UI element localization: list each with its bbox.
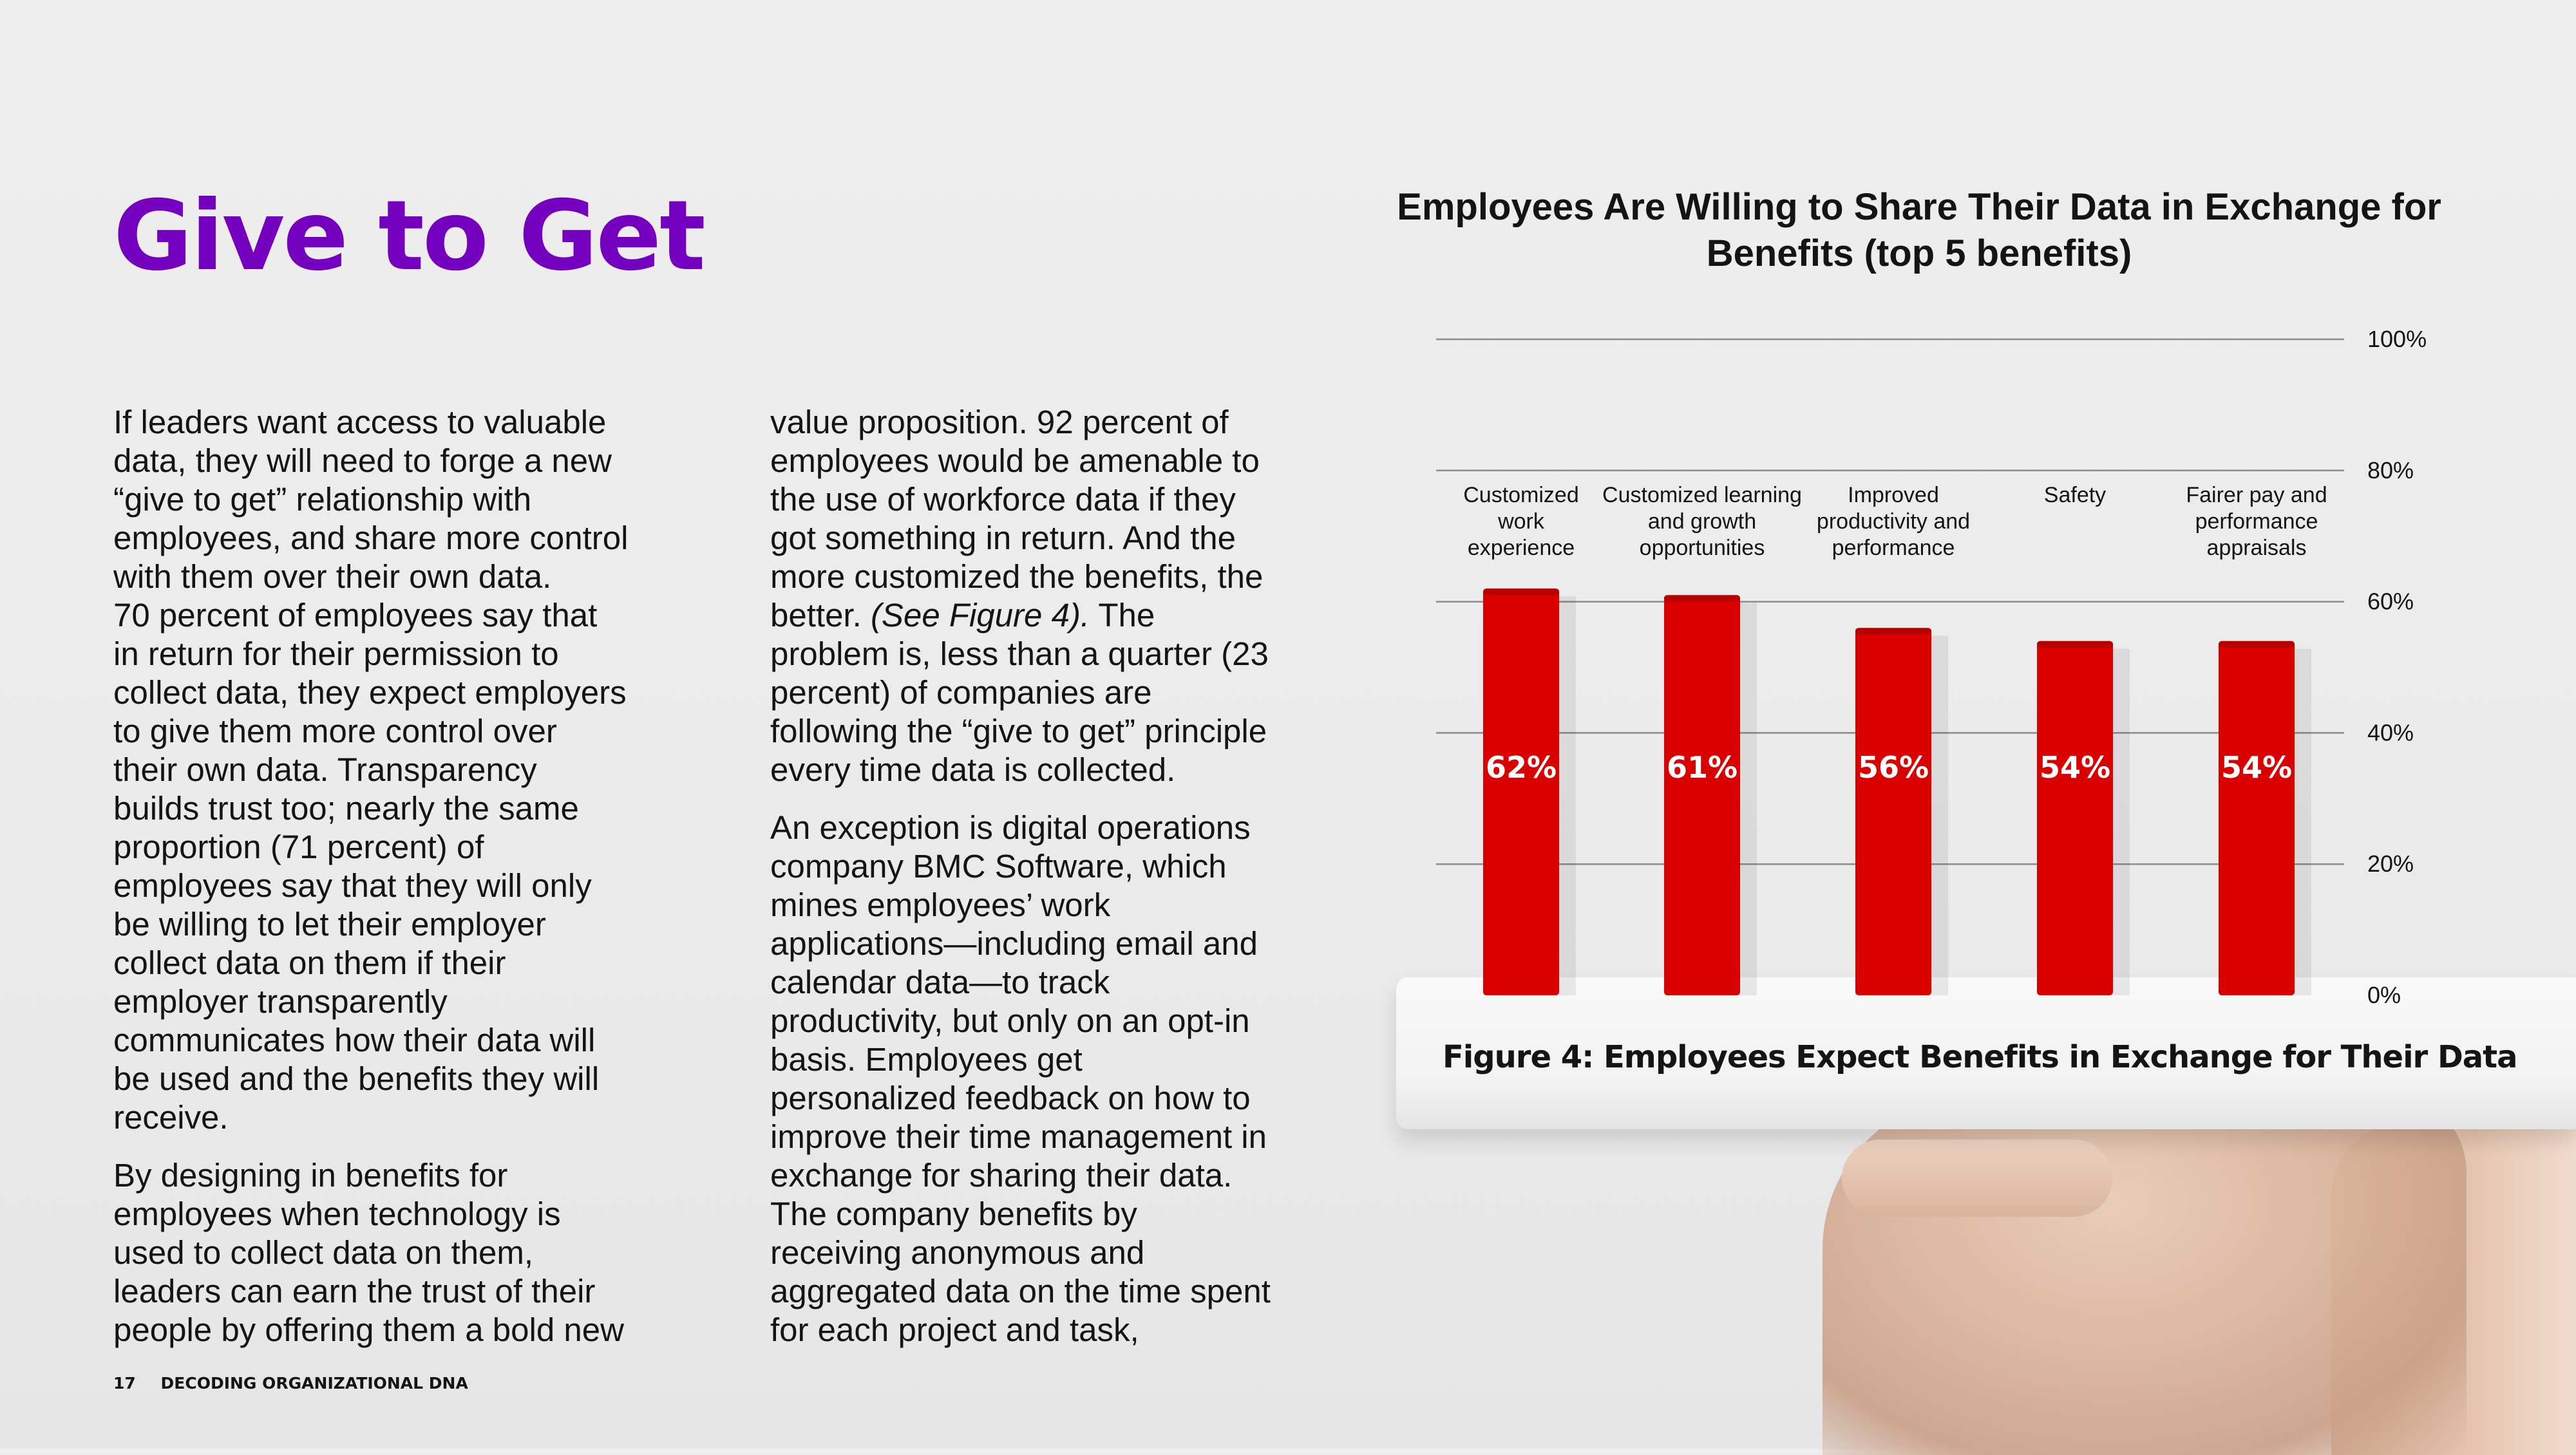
column2-paragraph-1: value proposition. 92 percent of employe… — [770, 403, 1273, 789]
bar-top-edge — [2219, 641, 2295, 648]
bar-top-edge — [2037, 641, 2113, 648]
column1-paragraph-1: If leaders want access to valuable data,… — [113, 403, 629, 1137]
bar-value-label: 54% — [2040, 750, 2110, 785]
y-tick-label: 0% — [2367, 982, 2401, 1008]
chart-title: Employees Are Willing to Share Their Dat… — [1397, 186, 2441, 274]
bar — [2037, 641, 2113, 995]
display-tray — [1396, 977, 2576, 1129]
body-column-2: value proposition. 92 percent of employe… — [770, 403, 1273, 1369]
y-tick-label: 100% — [2367, 326, 2427, 352]
bar — [1855, 628, 1931, 995]
bar — [1664, 595, 1740, 995]
category-label: Customized work experience — [1463, 483, 1579, 560]
column2-paragraph-2: An exception is digital operations compa… — [770, 809, 1271, 1348]
bar-shadow — [1559, 596, 1576, 995]
bar-shadow — [1931, 635, 1948, 995]
bar-value-label: 61% — [1667, 750, 1738, 785]
column1-paragraph-1-line-1: If leaders want access to valuable data,… — [113, 404, 629, 595]
body-column-1: If leaders want access to valuable data,… — [113, 403, 629, 1369]
bar-value-label: 54% — [2221, 750, 2292, 785]
y-tick-label: 40% — [2367, 719, 2414, 746]
page-number: 17 — [113, 1374, 136, 1393]
category-label: Safety — [2044, 483, 2106, 507]
bar-shadow — [1740, 603, 1757, 995]
column1-paragraph-1-line-2: 70 percent of employees say that in retu… — [113, 597, 627, 1136]
bar-value-label: 56% — [1858, 750, 1929, 785]
bar-top-edge — [1855, 628, 1931, 635]
bar-shadow — [2113, 648, 2130, 995]
bar-shadow — [2295, 648, 2311, 995]
category-label: Fairer pay and performance appraisals — [2186, 483, 2327, 560]
publication-title: DECODING ORGANIZATIONAL DNA — [160, 1374, 468, 1393]
figure-reference: (See Figure 4). — [870, 597, 1090, 634]
page-footer: 17 DECODING ORGANIZATIONAL DNA — [113, 1374, 468, 1393]
figure-caption: Figure 4: Employees Expect Benefits in E… — [1443, 1039, 2518, 1075]
column2-paragraph-1-text-b: The problem is, less than a quarter (23 … — [770, 597, 1269, 788]
column2-paragraph-1-text-a: value proposition. 92 percent of employe… — [770, 404, 1264, 634]
y-tick-label: 60% — [2367, 588, 2414, 615]
category-label: Improved productivity and performance — [1817, 483, 1970, 560]
bar-top-edge — [1483, 588, 1559, 596]
y-tick-label: 20% — [2367, 850, 2414, 877]
category-label: Customized learning and growth opportuniti… — [1602, 483, 1802, 560]
page-heading: Give to Get — [113, 180, 706, 292]
bar — [1483, 588, 1559, 995]
bar — [2219, 641, 2295, 995]
hand-photo-thumb — [1842, 1140, 2112, 1217]
bar-value-label: 62% — [1486, 750, 1557, 785]
y-tick-label: 80% — [2367, 457, 2414, 483]
column1-paragraph-2: By designing in benefits for employees w… — [113, 1157, 624, 1348]
bar-top-edge — [1664, 595, 1740, 602]
